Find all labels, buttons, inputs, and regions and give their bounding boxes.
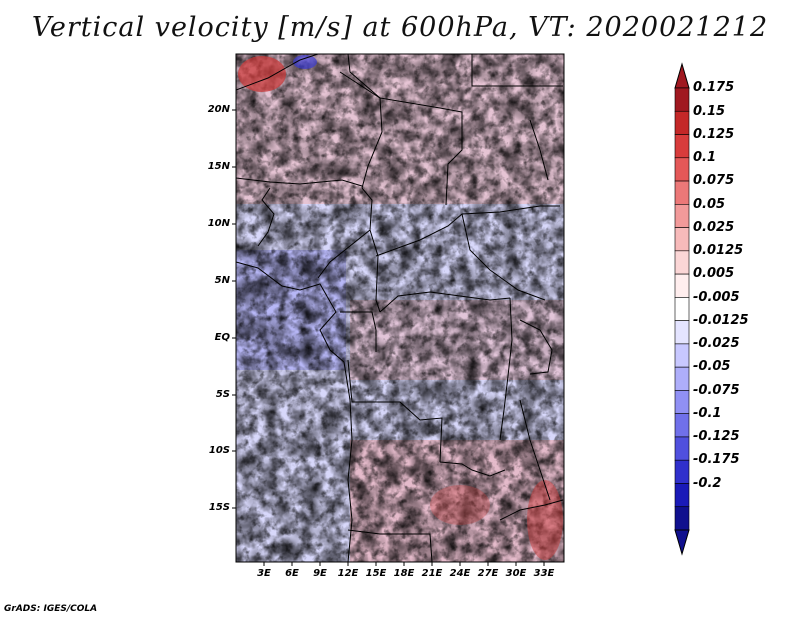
colorbar-level-label: 0.05 bbox=[693, 196, 726, 212]
white-speckle bbox=[236, 54, 564, 562]
colorbar-level-label: -0.075 bbox=[693, 382, 740, 398]
colorbar-level-label: 0.0125 bbox=[693, 243, 744, 259]
colorbar-swatch bbox=[674, 320, 690, 345]
map-frame bbox=[235, 53, 565, 563]
updraft-south bbox=[430, 485, 490, 525]
border-benin bbox=[257, 187, 275, 247]
colorbar-level-label: -0.2 bbox=[693, 475, 722, 491]
colorbar-swatch bbox=[674, 436, 690, 461]
colorbar-level-label: -0.125 bbox=[693, 429, 740, 445]
lake-victoria bbox=[519, 319, 553, 375]
colorbar-level-label: 0.1 bbox=[693, 150, 717, 166]
lon-label-3e: 3E bbox=[257, 568, 271, 579]
border-cameroon-car bbox=[369, 229, 381, 313]
grads-credit: GrADS: IGES/COLA bbox=[4, 604, 98, 614]
velocity-field bbox=[236, 54, 564, 562]
colorbar-swatch bbox=[674, 180, 690, 205]
colorbar-swatch bbox=[674, 366, 690, 391]
colorbar-swatch bbox=[674, 297, 690, 321]
colorbar-swatch bbox=[674, 227, 690, 252]
lon-label-18e: 18E bbox=[393, 568, 415, 579]
border-car-drc bbox=[379, 291, 511, 313]
border-great-lakes bbox=[499, 297, 513, 441]
border-namibia bbox=[347, 529, 433, 562]
colorbar-level-label: 0.15 bbox=[693, 103, 726, 119]
coastline-atlantic bbox=[236, 261, 353, 562]
border-malawi bbox=[519, 399, 551, 501]
latitude-ticks bbox=[232, 109, 236, 509]
border-chad-sudan bbox=[339, 71, 463, 206]
colorbar-swatch bbox=[674, 390, 690, 414]
lat-label-10n: 10N bbox=[207, 218, 230, 229]
colorbar-swatch bbox=[674, 250, 690, 275]
border-algeria bbox=[236, 54, 319, 91]
colorbar-level-label: -0.1 bbox=[693, 405, 722, 421]
colorbar-swatch bbox=[674, 483, 690, 508]
colorbar-level-label: -0.005 bbox=[693, 289, 740, 305]
lat-label-5n: 5N bbox=[214, 275, 230, 286]
colorbar-arrow-top bbox=[674, 62, 690, 89]
lon-label-30e: 30E bbox=[505, 568, 527, 579]
strong-downdraft-n bbox=[293, 55, 317, 69]
border-gabon-congo bbox=[340, 311, 377, 352]
lat-label-10s: 10S bbox=[208, 445, 230, 456]
colorbar-level-label: -0.05 bbox=[693, 359, 731, 375]
lon-label-24e: 24E bbox=[449, 568, 471, 579]
lon-label-6e: 6E bbox=[285, 568, 299, 579]
lat-label-5s: 5S bbox=[215, 389, 230, 400]
lon-label-21e: 21E bbox=[421, 568, 443, 579]
colorbar bbox=[674, 62, 690, 556]
colorbar-arrow-bottom bbox=[674, 529, 690, 556]
border-zimbabwe bbox=[499, 499, 564, 521]
colorbar-swatch bbox=[674, 110, 690, 135]
colorbar-level-label: 0.075 bbox=[693, 173, 735, 189]
map-title: Vertical velocity [m/s] at 600hPa, VT: 2… bbox=[31, 12, 769, 43]
colorbar-swatch bbox=[674, 204, 690, 228]
lat-label-20n: 20N bbox=[207, 104, 230, 115]
border-niger-chad bbox=[347, 54, 383, 189]
lat-label-15s: 15S bbox=[208, 502, 230, 513]
lat-label-eq: EQ bbox=[214, 332, 230, 343]
lon-label-33e: 33E bbox=[533, 568, 555, 579]
lon-label-12e: 12E bbox=[337, 568, 359, 579]
country-borders bbox=[236, 54, 564, 562]
lon-label-9e: 9E bbox=[313, 568, 327, 579]
border-drc-angola bbox=[347, 359, 443, 463]
border-libya-egypt bbox=[471, 54, 563, 87]
lon-label-27e: 27E bbox=[477, 568, 499, 579]
colorbar-swatch bbox=[674, 413, 690, 438]
longitude-ticks bbox=[263, 562, 545, 566]
river-nile bbox=[529, 119, 549, 181]
colorbar-swatch bbox=[674, 273, 690, 298]
colorbar-level-label: -0.025 bbox=[693, 336, 740, 352]
border-mali-niger bbox=[236, 177, 363, 187]
colorbar-swatch bbox=[674, 343, 690, 368]
strong-updraft-nw bbox=[238, 56, 286, 92]
colorbar-swatch bbox=[674, 459, 690, 484]
colorbar-level-label: 0.175 bbox=[693, 80, 735, 96]
colorbar-level-label: 0.125 bbox=[693, 126, 735, 142]
border-zambia bbox=[439, 461, 506, 477]
strong-updraft-se bbox=[527, 480, 563, 560]
colorbar-swatch bbox=[674, 157, 690, 182]
colorbar-swatch bbox=[674, 134, 690, 159]
colorbar-level-label: 0.025 bbox=[693, 219, 735, 235]
colorbar-level-label: -0.0125 bbox=[693, 312, 749, 328]
lat-label-15n: 15N bbox=[207, 161, 230, 172]
lon-label-15e: 15E bbox=[365, 568, 387, 579]
colorbar-swatch bbox=[674, 506, 690, 531]
colorbar-level-label: 0.005 bbox=[693, 266, 735, 282]
colorbar-level-label: -0.175 bbox=[693, 452, 740, 468]
border-south-sudan bbox=[461, 213, 546, 301]
colorbar-swatch bbox=[674, 87, 690, 112]
